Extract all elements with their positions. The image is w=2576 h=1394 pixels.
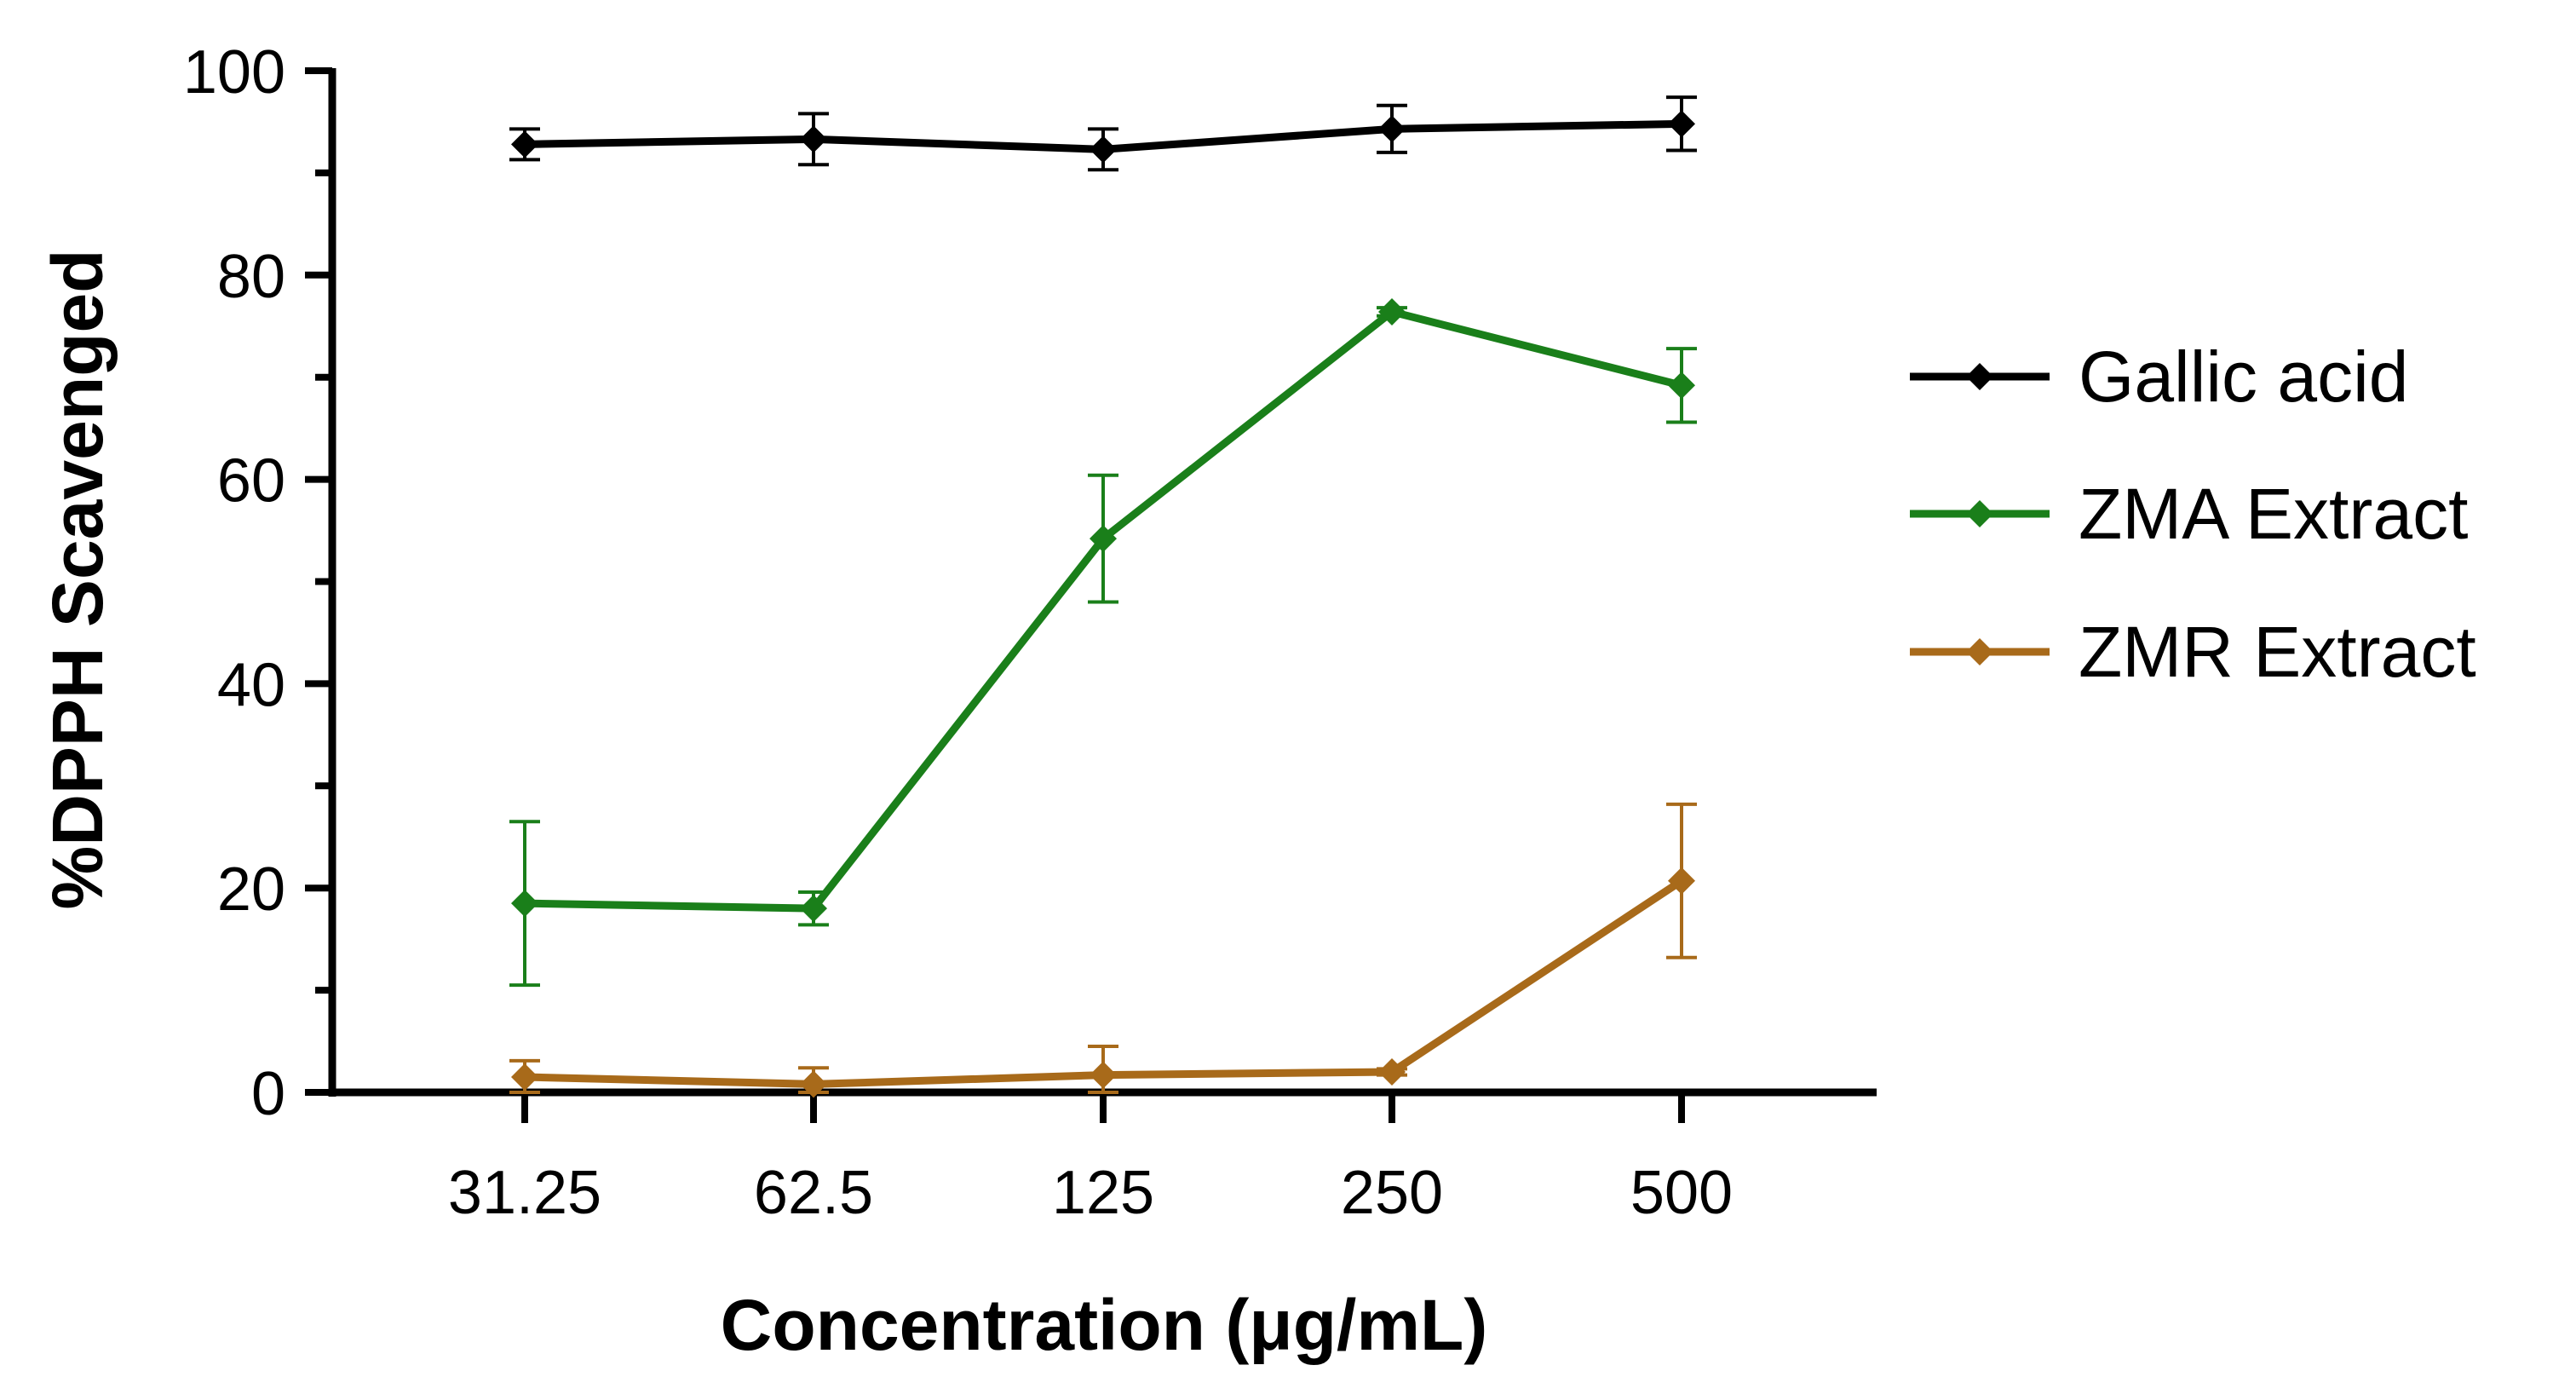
legend-label: ZMR Extract — [2079, 612, 2476, 692]
data-point — [1378, 1058, 1406, 1086]
data-point — [511, 1063, 538, 1092]
data-point — [1378, 115, 1406, 143]
y-tick-label: 20 — [217, 855, 285, 924]
y-tick-label: 60 — [217, 447, 285, 516]
legend-label: Gallic acid — [2079, 337, 2408, 417]
x-ticks: 31.25 62.5 125 250 500 — [448, 1092, 1733, 1227]
data-point — [1090, 1061, 1117, 1089]
x-axis-title: Concentration (μg/mL) — [721, 1285, 1488, 1365]
y-tick-label: 80 — [217, 243, 285, 311]
data-point — [1668, 372, 1695, 400]
y-tick-label: 100 — [183, 38, 285, 107]
series-gallic-acid — [509, 95, 1697, 172]
y-ticks: 0 20 40 60 80 100 — [183, 38, 332, 1128]
data-point — [1090, 525, 1117, 553]
data-point — [511, 130, 538, 158]
x-tick-label: 31.25 — [448, 1159, 601, 1227]
series-zma-extract — [509, 297, 1697, 988]
series-layer — [509, 95, 1697, 1098]
data-point — [1668, 867, 1695, 895]
legend: Gallic acid ZMA Extract ZMR Extract — [1910, 337, 2476, 692]
legend-swatch-marker — [1966, 500, 1993, 527]
y-axis-title: %DPPH Scavenged — [37, 250, 118, 910]
data-point — [1668, 110, 1695, 138]
x-tick-label: 250 — [1341, 1159, 1443, 1227]
y-tick-label: 40 — [217, 651, 285, 719]
x-tick-label: 500 — [1630, 1159, 1733, 1227]
data-point — [800, 1070, 827, 1098]
legend-label: ZMA Extract — [2079, 474, 2468, 554]
legend-item: ZMA Extract — [1910, 474, 2468, 554]
data-point — [800, 895, 827, 923]
data-point — [1378, 297, 1406, 325]
data-point — [1090, 135, 1117, 164]
legend-swatch-marker — [1966, 638, 1993, 665]
series-line — [524, 308, 1683, 913]
series-zmr-extract — [509, 802, 1697, 1098]
data-point — [511, 890, 538, 918]
x-tick-label: 125 — [1052, 1159, 1154, 1227]
legend-item: ZMR Extract — [1910, 612, 2476, 692]
y-tick-label: 0 — [251, 1060, 285, 1128]
legend-swatch-marker — [1966, 363, 1993, 390]
legend-item: Gallic acid — [1910, 337, 2408, 417]
x-tick-label: 62.5 — [754, 1159, 873, 1227]
data-point — [800, 125, 827, 153]
